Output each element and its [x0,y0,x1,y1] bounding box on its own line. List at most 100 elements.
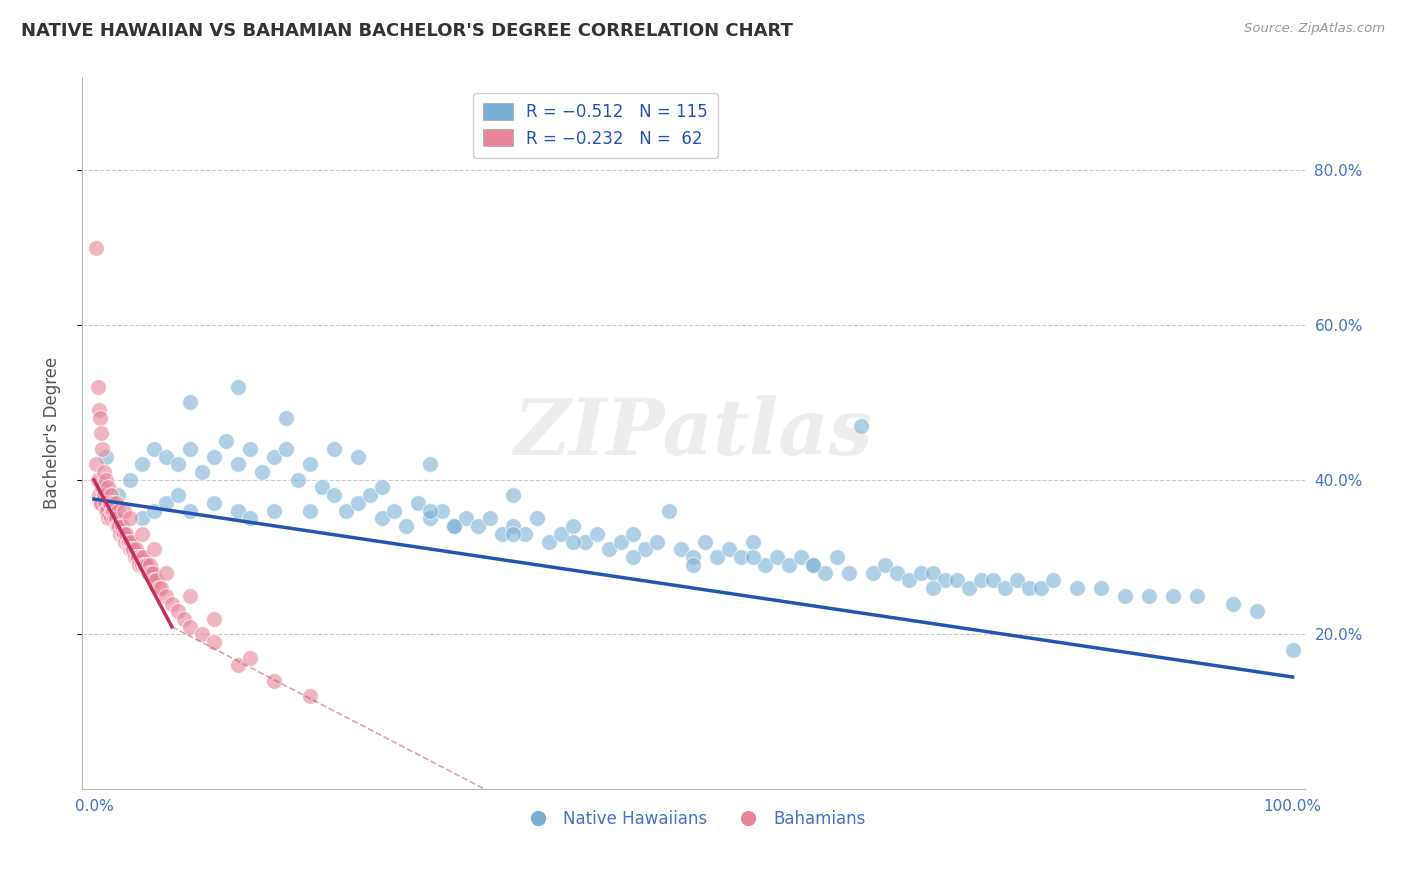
Point [1281,643,1303,657]
Point [1161,589,1184,603]
Point [112,504,135,518]
Point [120,534,142,549]
Point [634,542,657,557]
Point [107,488,129,502]
Point [682,558,704,572]
Point [1066,581,1088,595]
Point [263,504,285,518]
Point [322,488,344,502]
Point [117,534,139,549]
Point [1246,604,1268,618]
Point [155,589,177,603]
Point [886,566,908,580]
Point [202,450,225,464]
Point [994,581,1017,595]
Point [274,442,297,456]
Point [127,550,149,565]
Point [515,527,537,541]
Point [718,542,741,557]
Point [742,550,765,565]
Point [118,534,141,549]
Point [129,550,152,565]
Point [621,527,644,541]
Point [370,481,392,495]
Point [695,534,717,549]
Point [121,542,143,557]
Point [946,574,969,588]
Point [898,574,921,588]
Point [112,527,135,541]
Point [155,450,177,464]
Point [502,527,524,541]
Point [101,496,124,510]
Point [502,488,524,502]
Point [179,442,201,456]
Point [311,481,333,495]
Point [586,527,609,541]
Point [97,481,120,495]
Point [801,558,824,572]
Point [538,534,561,549]
Point [122,542,145,557]
Point [142,442,165,456]
Point [419,511,441,525]
Point [179,395,201,409]
Point [274,410,297,425]
Point [370,511,392,525]
Point [981,574,1004,588]
Point [239,511,262,525]
Point [647,534,669,549]
Point [97,511,120,525]
Point [239,650,262,665]
Point [86,473,108,487]
Point [94,473,117,487]
Point [107,519,129,533]
Point [825,550,848,565]
Point [166,457,188,471]
Point [1185,589,1208,603]
Point [93,496,115,510]
Point [910,566,932,580]
Point [610,534,633,549]
Point [101,504,124,518]
Point [202,635,225,649]
Point [131,511,153,525]
Point [160,597,183,611]
Point [263,673,285,688]
Point [766,550,789,565]
Point [179,589,201,603]
Point [1090,581,1112,595]
Point [93,465,115,479]
Point [1137,589,1160,603]
Point [970,574,993,588]
Point [136,566,159,580]
Point [215,434,238,448]
Point [124,550,146,565]
Point [107,504,129,518]
Point [86,241,108,255]
Point [443,519,465,533]
Point [139,558,162,572]
Point [443,519,465,533]
Point [110,519,132,533]
Point [131,457,153,471]
Point [94,450,117,464]
Point [406,496,429,510]
Point [658,504,681,518]
Point [419,504,441,518]
Point [502,519,524,533]
Point [754,558,776,572]
Point [118,511,141,525]
Point [875,558,897,572]
Point [191,465,214,479]
Point [135,558,157,572]
Y-axis label: Bachelor's Degree: Bachelor's Degree [44,357,60,509]
Point [90,426,112,441]
Point [478,511,501,525]
Point [202,496,225,510]
Point [419,457,441,471]
Point [1114,589,1136,603]
Point [100,511,122,525]
Point [179,504,201,518]
Point [934,574,956,588]
